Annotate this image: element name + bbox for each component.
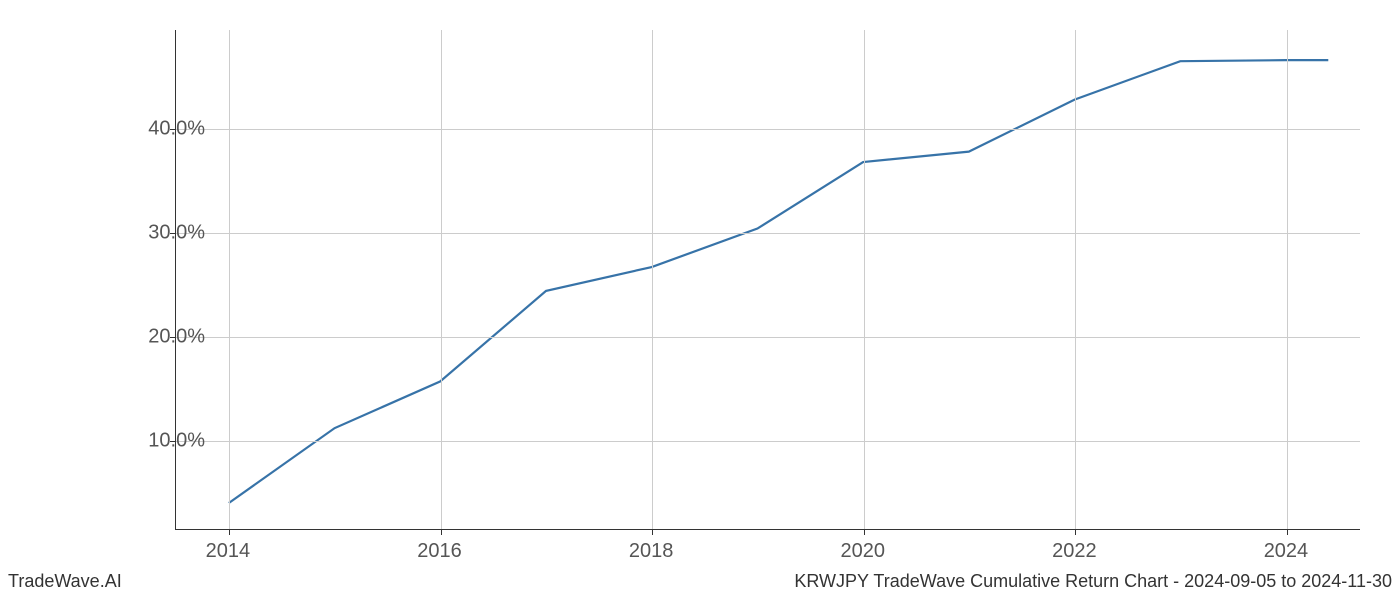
x-tick-label: 2016 xyxy=(417,540,462,563)
x-tick-label: 2014 xyxy=(206,540,251,563)
grid-line-vertical xyxy=(1287,30,1288,529)
grid-line-horizontal xyxy=(176,337,1360,338)
x-tick-mark xyxy=(652,529,653,535)
grid-line-vertical xyxy=(652,30,653,529)
y-tick-label: 10.0% xyxy=(148,430,205,453)
y-tick-label: 30.0% xyxy=(148,222,205,245)
x-tick-mark xyxy=(1075,529,1076,535)
x-tick-label: 2020 xyxy=(840,540,885,563)
grid-line-vertical xyxy=(229,30,230,529)
grid-line-vertical xyxy=(441,30,442,529)
x-tick-label: 2022 xyxy=(1052,540,1097,563)
x-tick-mark xyxy=(441,529,442,535)
footer-right-text: KRWJPY TradeWave Cumulative Return Chart… xyxy=(794,571,1392,592)
x-tick-label: 2018 xyxy=(629,540,674,563)
y-tick-label: 20.0% xyxy=(148,326,205,349)
x-tick-mark xyxy=(229,529,230,535)
footer-left-text: TradeWave.AI xyxy=(8,571,122,592)
grid-line-horizontal xyxy=(176,129,1360,130)
grid-line-horizontal xyxy=(176,441,1360,442)
plot-axes xyxy=(175,30,1360,530)
x-tick-mark xyxy=(864,529,865,535)
grid-line-horizontal xyxy=(176,233,1360,234)
grid-line-vertical xyxy=(1075,30,1076,529)
x-tick-mark xyxy=(1287,529,1288,535)
chart-plot-area xyxy=(175,30,1360,530)
line-series-svg xyxy=(176,30,1360,529)
x-tick-label: 2024 xyxy=(1264,540,1309,563)
grid-line-vertical xyxy=(864,30,865,529)
y-tick-label: 40.0% xyxy=(148,117,205,140)
